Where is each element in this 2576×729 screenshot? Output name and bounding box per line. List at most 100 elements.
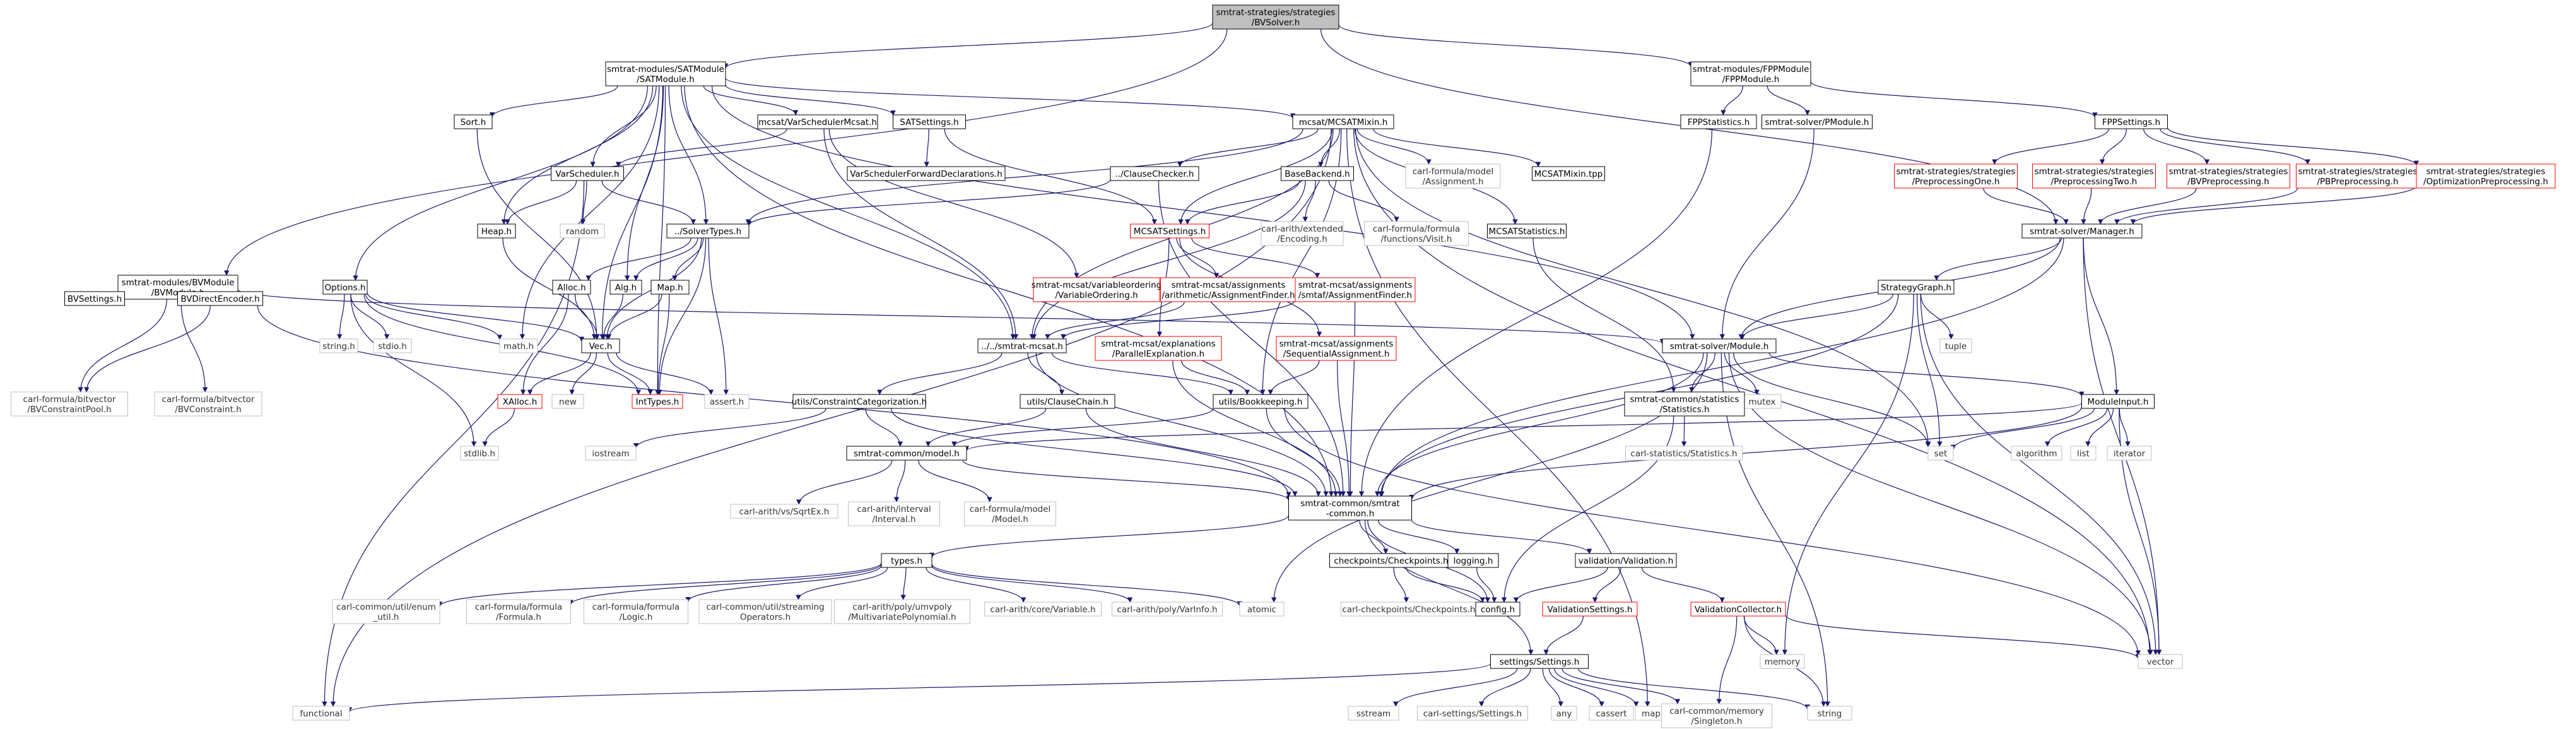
node-valsettings[interactable]: ValidationSettings.h [1542, 602, 1638, 617]
node-pre1[interactable]: smtrat-strategies/strategies/Preprocessi… [1894, 163, 2018, 189]
node-varinfo[interactable]: carl-arith/poly/VarInfo.h [1112, 602, 1223, 617]
node-random[interactable]: random [560, 223, 605, 239]
node-mcsatmixin[interactable]: mcsat/MCSATMixin.h [1292, 114, 1394, 129]
node-solvertypes[interactable]: ../SolverTypes.h [666, 223, 750, 239]
node-alg[interactable]: Alg.h [609, 280, 642, 295]
node-formula[interactable]: carl-formula/formula/Formula.h [466, 599, 571, 624]
node-singleton[interactable]: carl-common/memory/Singleton.h [1661, 703, 1772, 728]
node-fpp[interactable]: smtrat-modules/FPPModule/FPPModule.h [1690, 61, 1811, 86]
node-tuple[interactable]: tuple [1939, 338, 1972, 353]
node-commonmodel[interactable]: smtrat-common/model.h [846, 446, 967, 461]
node-map[interactable]: map [1635, 706, 1667, 721]
node-common[interactable]: smtrat-common/smtrat-common.h [1288, 495, 1412, 521]
node-inttypes[interactable]: IntTypes.h [632, 394, 683, 409]
node-set[interactable]: set [1927, 446, 1954, 461]
node-seqassign[interactable]: smtrat-mcsat/assignments/SequentialAssig… [1276, 336, 1397, 361]
node-stdio[interactable]: stdio.h [373, 338, 412, 353]
node-any[interactable]: any [1551, 706, 1577, 721]
node-iostream[interactable]: iostream [585, 446, 637, 461]
node-fppset[interactable]: FPPSettings.h [2095, 114, 2168, 129]
node-carlextended[interactable]: carl-arith/extended/Encoding.h [1261, 221, 1344, 246]
node-root[interactable]: smtrat-strategies/strategies/BVSolver.h [1212, 4, 1339, 30]
node-heap[interactable]: Heap.h [477, 223, 516, 239]
node-algorithm[interactable]: algorithm [2011, 446, 2062, 461]
node-memory[interactable]: memory [1760, 654, 1805, 669]
node-bvsettings[interactable]: BVSettings.h [64, 291, 125, 306]
node-multipoly[interactable]: carl-arith/poly/umvpoly/MultivariatePoly… [834, 599, 970, 624]
node-smtlibassign[interactable]: smtrat-mcsat/assignments/smtaf/Assignmen… [1295, 277, 1416, 302]
node-mcsatset[interactable]: MCSATSettings.h [1130, 223, 1209, 239]
node-carlstats[interactable]: carl-statistics/Statistics.h [1625, 446, 1743, 461]
edge-heap-to-vec [502, 237, 597, 340]
node-string[interactable]: string [1807, 706, 1852, 721]
node-logging[interactable]: logging.h [1447, 553, 1499, 568]
node-valcollector[interactable]: ValidationCollector.h [1690, 602, 1786, 617]
node-carlsettings[interactable]: carl-settings/Settings.h [1417, 706, 1528, 721]
node-clausechain[interactable]: utils/ClauseChain.h [1020, 394, 1115, 409]
node-interval[interactable]: carl-arith/interval/Interval.h [848, 501, 940, 526]
node-new[interactable]: new [551, 394, 584, 409]
node-sat[interactable]: smtrat-modules/SATModule/SATModule.h [605, 61, 726, 86]
node-iterator[interactable]: iterator [2107, 446, 2152, 461]
node-sqrtex[interactable]: carl-arith/vs/SqrtEx.h [730, 504, 838, 519]
node-basebackend[interactable]: BaseBackend.h [1281, 166, 1354, 181]
node-mcsatmixintpp[interactable]: MCSATMixin.tpp [1532, 166, 1605, 181]
node-carlvisit[interactable]: carl-formula/formula/functions/Visit.h [1364, 221, 1469, 246]
node-config[interactable]: config.h [1475, 602, 1520, 617]
node-bookkeeping[interactable]: utils/Bookkeeping.h [1213, 394, 1309, 409]
node-vec[interactable]: Vec.h [581, 338, 620, 353]
node-parexp[interactable]: smtrat-mcsat/explanations/ParallelExplan… [1095, 336, 1222, 361]
node-optpre[interactable]: smtrat-strategies/strategies/Optimizatio… [2416, 163, 2556, 189]
node-mutex[interactable]: mutex [1743, 394, 1782, 409]
node-stdlib[interactable]: stdlib.h [460, 446, 499, 461]
node-mcsatstat[interactable]: MCSATStatistics.h [1487, 223, 1567, 239]
node-functional[interactable]: functional [292, 706, 350, 721]
node-clausechecker[interactable]: ../ClauseChecker.h [1110, 166, 1199, 181]
node-bvpool[interactable]: carl-formula/bitvector/BVConstraintPool.… [11, 391, 128, 417]
node-checkpoints[interactable]: checkpoints/Checkpoints.h [1329, 553, 1453, 568]
node-solvermodule[interactable]: smtrat-solver/Module.h [1662, 338, 1777, 353]
node-manager[interactable]: smtrat-solver/Manager.h [2021, 223, 2143, 239]
node-variable[interactable]: carl-arith/core/Variable.h [984, 602, 1102, 617]
node-moduleinput[interactable]: ModuleInput.h [2081, 394, 2155, 409]
node-sstream[interactable]: sstream [1348, 706, 1399, 721]
node-atomic[interactable]: atomic [1239, 602, 1285, 617]
node-logic[interactable]: carl-formula/formula/Logic.h [584, 599, 688, 624]
node-maph[interactable]: Map.h [650, 280, 690, 295]
node-math[interactable]: math.h [499, 338, 538, 353]
node-alloc[interactable]: Alloc.h [552, 280, 591, 295]
node-pmodule[interactable]: smtrat-solver/PModule.h [1761, 114, 1873, 129]
node-cassert[interactable]: cassert [1589, 706, 1634, 721]
node-xalloc[interactable]: XAlloc.h [497, 394, 543, 409]
node-smtratmcsat[interactable]: ../../smtrat-mcsat.h [977, 338, 1067, 353]
node-carlcheck[interactable]: carl-checkpoints/Checkpoints.h [1341, 602, 1477, 617]
node-stratgraph[interactable]: StrategyGraph.h [1878, 280, 1955, 295]
node-vsfwd[interactable]: VarSchedulerForwardDeclarations.h [847, 166, 1006, 181]
node-pbpre[interactable]: smtrat-strategies/strategies/PBPreproces… [2296, 163, 2420, 189]
node-fppstat[interactable]: FPPStatistics.h [1680, 114, 1757, 129]
node-settings[interactable]: settings/Settings.h [1490, 654, 1589, 669]
node-statsh[interactable]: smtrat-common/statistics/Statistics.h [1624, 391, 1745, 417]
node-list[interactable]: list [2070, 446, 2097, 461]
node-vsmcsat[interactable]: mcsat/VarSchedulerMcsat.h [757, 114, 878, 129]
node-assert[interactable]: assert.h [704, 394, 750, 409]
node-varsched[interactable]: VarScheduler.h [551, 166, 624, 181]
node-pre2[interactable]: smtrat-strategies/strategies/Preprocessi… [2032, 163, 2156, 189]
node-arithassign[interactable]: smtrat-mcsat/assignments/arithmetic/Assi… [1160, 277, 1297, 302]
node-vector[interactable]: vector [2138, 654, 2183, 669]
node-validation[interactable]: validation/Validation.h [1575, 553, 1677, 568]
node-varorder[interactable]: smtrat-mcsat/variableordering/VariableOr… [1032, 277, 1162, 302]
node-bvpre[interactable]: smtrat-strategies/strategies/BVPreproces… [2167, 163, 2290, 189]
node-satset[interactable]: SATSettings.h [893, 114, 966, 129]
node-types[interactable]: types.h [881, 553, 932, 568]
node-carlassign[interactable]: carl-formula/model/Assignment.h [1405, 163, 1501, 189]
node-bvconstraint[interactable]: carl-formula/bitvector/BVConstraint.h [154, 391, 262, 417]
node-options[interactable]: Options.h [322, 280, 368, 295]
node-bvdirect[interactable]: BVDirectEncoder.h [177, 291, 263, 306]
node-modelh[interactable]: carl-formula/model/Model.h [964, 501, 1056, 526]
node-constcat[interactable]: utils/ConstraintCategorization.h [792, 394, 927, 409]
node-sort[interactable]: Sort.h [454, 114, 493, 129]
node-enumutil[interactable]: carl-common/util/enum_util.h [332, 599, 440, 624]
node-stringh[interactable]: string.h [319, 338, 358, 353]
